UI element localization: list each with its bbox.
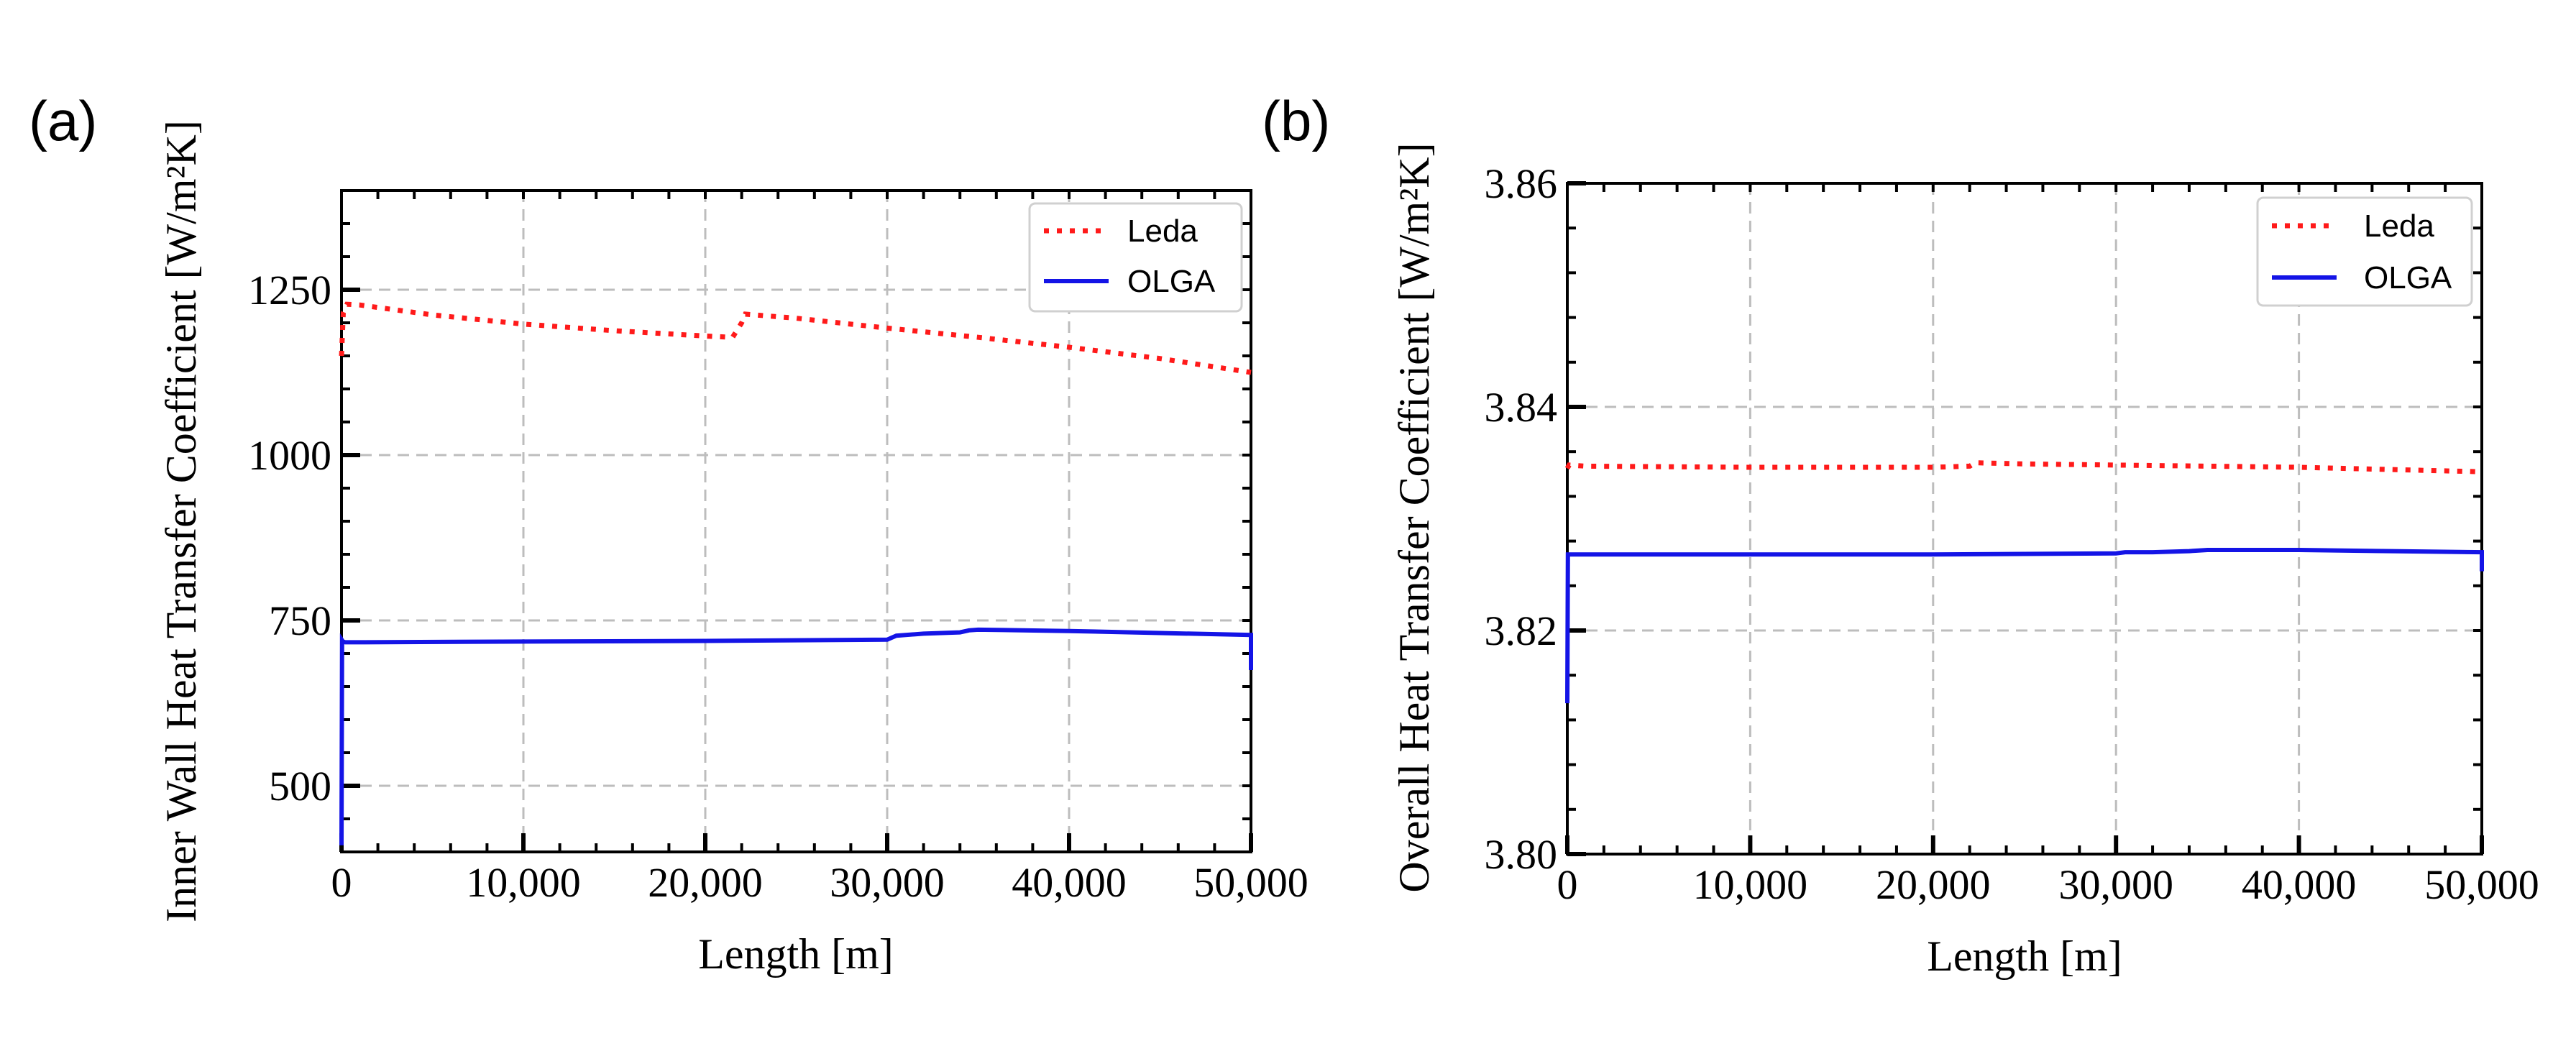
x-tick-label: 30,000 xyxy=(2058,861,2173,908)
grid-lines-b xyxy=(1567,183,2482,854)
y-axis-title-b: Overall Heat Transfer Coefficient [W/m²K… xyxy=(1390,142,1438,892)
x-tick-label: 10,000 xyxy=(1693,861,1808,908)
y-tick-label: 3.86 xyxy=(1485,160,1558,207)
chart-panel-b: (b) 0 10,000 20,000 30,000 40,000 50,000 3.80… xyxy=(1262,89,2539,980)
x-axis-title-a: Length [m] xyxy=(698,930,894,978)
y-tick-label: 1000 xyxy=(248,432,331,479)
chart-panel-a: (a) 0 10,000 20,000 30,000 40,000 50,000 500 7… xyxy=(29,89,1308,978)
series-line-olga xyxy=(339,627,1253,845)
legend-box-a xyxy=(1028,202,1243,313)
y-tick-label: 1250 xyxy=(248,267,331,313)
panel-label-b: (b) xyxy=(1262,89,1330,152)
y-tick-label: 500 xyxy=(269,763,331,810)
x-tick-labels-b: 0 10,000 20,000 30,000 40,000 50,000 xyxy=(1557,861,2539,908)
axis-ticks-a xyxy=(339,189,1253,853)
x-axis-title-b: Length [m] xyxy=(1927,932,2122,980)
x-tick-label: 30,000 xyxy=(830,859,945,906)
x-tick-label: 20,000 xyxy=(1876,861,1991,908)
series-line-leda xyxy=(339,301,1252,375)
legend-label-olga-b: OLGA xyxy=(2364,260,2452,295)
legend-a: Leda OLGA xyxy=(1028,202,1243,313)
plot-frame-b xyxy=(1566,182,2483,856)
y-tick-label: 750 xyxy=(269,597,331,644)
x-tick-label: 10,000 xyxy=(466,859,581,906)
legend-label-leda-a: Leda xyxy=(1127,214,1198,249)
x-tick-label: 0 xyxy=(331,859,352,906)
y-axis-title-a: Inner Wall Heat Transfer Coefficient [W/… xyxy=(157,120,205,922)
y-tick-label: 3.80 xyxy=(1485,831,1558,878)
axis-ticks-b xyxy=(1565,181,2484,856)
series-lines-a xyxy=(339,301,1253,845)
series-line-leda xyxy=(1564,460,2485,474)
y-tick-label: 3.84 xyxy=(1485,384,1558,431)
x-tick-label: 50,000 xyxy=(1193,859,1308,906)
panel-label-a: (a) xyxy=(29,89,97,152)
y-tick-label: 3.82 xyxy=(1485,607,1558,654)
legend-label-leda-b: Leda xyxy=(2364,208,2434,244)
x-tick-label: 40,000 xyxy=(2242,861,2357,908)
legend-b: Leda OLGA xyxy=(2256,196,2473,307)
x-tick-label: 20,000 xyxy=(648,859,763,906)
series-line-olga xyxy=(1565,548,2484,704)
x-tick-label: 50,000 xyxy=(2424,861,2539,908)
x-tick-labels-a: 0 10,000 20,000 30,000 40,000 50,000 xyxy=(331,859,1308,906)
series-lines-b xyxy=(1564,460,2485,704)
y-tick-labels-b: 3.80 3.82 3.84 3.86 xyxy=(1485,160,1558,878)
y-tick-labels-a: 500 750 1000 1250 xyxy=(248,267,331,810)
x-tick-label: 0 xyxy=(1557,861,1578,908)
legend-label-olga-a: OLGA xyxy=(1127,264,1216,299)
x-tick-label: 40,000 xyxy=(1012,859,1127,906)
